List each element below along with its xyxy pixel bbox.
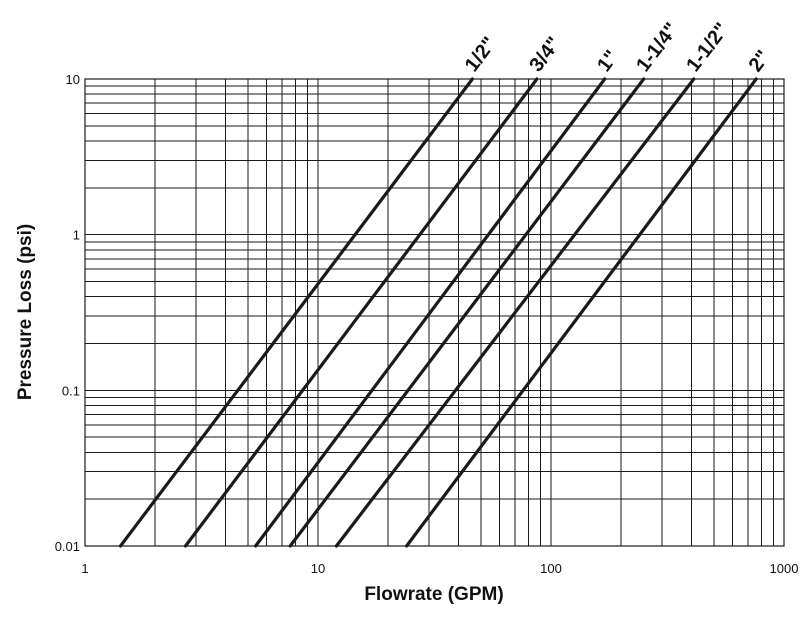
series-line-2 <box>183 77 539 548</box>
series-line-3 <box>254 77 607 548</box>
series-label-3: 1" <box>593 46 623 76</box>
series-label-1: 1/2" <box>461 33 501 76</box>
grid <box>84 78 785 547</box>
plot-frame <box>84 78 785 547</box>
y-tick-label: 10 <box>66 72 80 87</box>
series-labels: 1/2" 3/4" 1" 1-1/4" 1-1/2" 2" <box>461 19 775 76</box>
series-label-4: 1-1/4" <box>632 19 683 76</box>
x-tick-labels: 1 10 100 1000 <box>81 561 798 576</box>
x-axis-title: Flowrate (GPM) <box>364 584 503 605</box>
x-tick-label: 10 <box>311 561 325 576</box>
series-label-5: 1-1/2" <box>682 19 733 76</box>
y-tick-label: 0.01 <box>55 539 80 554</box>
series-label-2: 3/4" <box>525 33 565 76</box>
series-line-4 <box>288 77 646 548</box>
y-axis-title: Pressure Loss (psi) <box>15 224 36 400</box>
series-label-6: 2" <box>745 46 775 76</box>
series-line-5 <box>334 77 696 548</box>
series-line-6 <box>405 77 758 548</box>
y-tick-label: 0.1 <box>62 383 80 398</box>
series-line-1 <box>118 77 474 548</box>
x-tick-label: 1000 <box>770 561 799 576</box>
x-tick-label: 1 <box>81 561 88 576</box>
y-tick-labels: 0.01 0.1 1 10 <box>55 72 80 554</box>
series-group <box>118 77 758 548</box>
x-tick-label: 100 <box>540 561 562 576</box>
y-tick-label: 1 <box>73 228 80 243</box>
